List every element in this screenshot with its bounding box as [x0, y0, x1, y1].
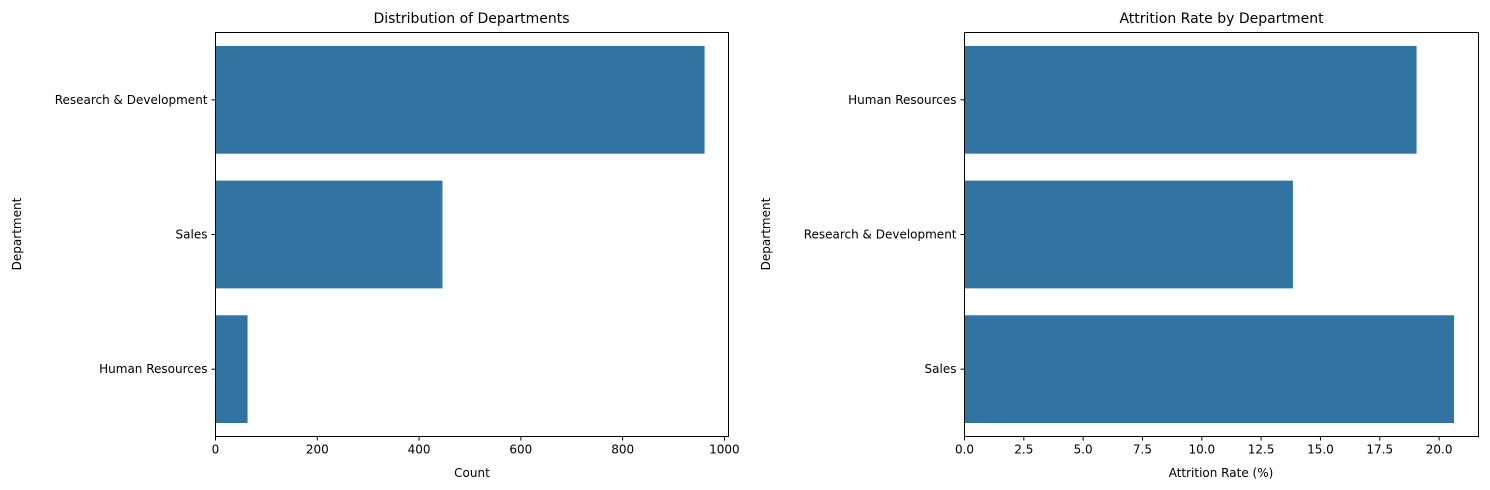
plot-frame	[215, 32, 729, 437]
x-tick-label: 400	[408, 443, 431, 457]
bar	[964, 45, 1417, 154]
bar	[964, 315, 1455, 424]
x-tick-label: 0.0	[955, 443, 974, 457]
y-tick-label: Research & Development	[55, 93, 208, 107]
chart-title: Distribution of Departments	[373, 11, 569, 27]
plot-frame	[964, 32, 1479, 437]
y-ticks: Research & Development Sales Human Resourc…	[55, 93, 216, 376]
bar	[215, 180, 443, 289]
bars	[215, 45, 705, 424]
x-ticks: 0.0 2.5 5.0 7.5 10.0 12.5 15.0 17.5 20.0	[955, 436, 1453, 457]
chart-attrition-rate: Attrition Rate by Department Human Resou…	[759, 11, 1479, 480]
x-tick-label: 15.0	[1307, 443, 1334, 457]
y-axis-label: Department	[10, 197, 24, 270]
y-tick-label: Sales	[176, 228, 208, 242]
y-tick-label: Sales	[925, 362, 957, 376]
x-tick-label: 200	[306, 443, 329, 457]
x-ticks: 0 200 400 600 800 1000	[212, 436, 740, 457]
x-tick-label: 17.5	[1366, 443, 1393, 457]
x-tick-label: 1000	[709, 443, 740, 457]
x-axis-label: Attrition Rate (%)	[1169, 466, 1274, 480]
x-tick-label: 7.5	[1133, 443, 1152, 457]
x-tick-label: 20.0	[1426, 443, 1453, 457]
chart-title: Attrition Rate by Department	[1119, 11, 1324, 27]
y-tick-label: Human Resources	[848, 93, 956, 107]
bar	[964, 180, 1293, 289]
x-tick-label: 2.5	[1014, 443, 1033, 457]
x-tick-label: 5.0	[1074, 443, 1093, 457]
x-tick-label: 800	[611, 443, 634, 457]
y-ticks: Human Resources Research & Development Sal…	[804, 93, 965, 376]
x-tick-label: 12.5	[1248, 443, 1275, 457]
chart-department-distribution: Distribution of Departments Research & D…	[10, 11, 740, 480]
x-axis-label: Count	[454, 466, 490, 480]
y-tick-label: Human Resources	[99, 362, 207, 376]
y-axis-label: Department	[759, 197, 773, 270]
x-tick-label: 10.0	[1188, 443, 1215, 457]
y-tick-label: Research & Development	[804, 228, 957, 242]
bars	[964, 45, 1455, 424]
bar	[215, 45, 705, 154]
x-tick-label: 0	[212, 443, 220, 457]
x-tick-label: 600	[509, 443, 532, 457]
bar	[215, 315, 248, 424]
